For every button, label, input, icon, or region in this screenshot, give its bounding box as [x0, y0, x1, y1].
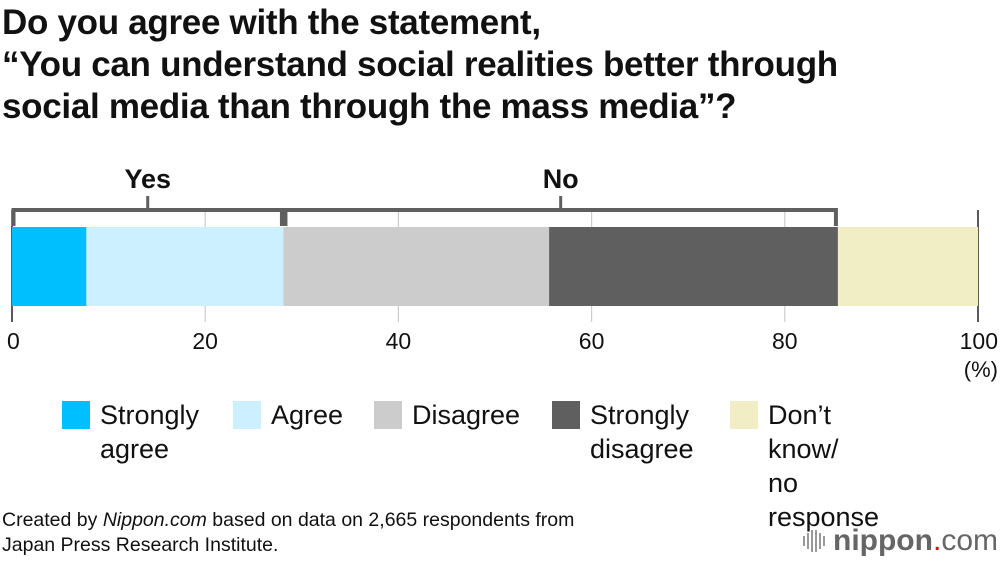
legend-label: Strongly disagree: [590, 398, 720, 466]
stacked-bar-chart: Yes No 0 20 40 60 80 100 (%): [7, 164, 998, 382]
bar-segment: [12, 227, 87, 306]
legend-label: Disagree: [412, 398, 542, 432]
x-tick-label: 80: [772, 328, 798, 354]
legend-label: Don’t know/no response: [768, 398, 898, 534]
legend-swatch: [730, 401, 758, 429]
x-tick-label: 40: [386, 328, 412, 354]
logo-name: nippon: [833, 524, 933, 557]
legend-label-line: Strongly: [100, 400, 200, 430]
legend-swatch: [62, 401, 90, 429]
logo-tld: com: [941, 524, 998, 557]
source-site: Nippon.com: [102, 509, 207, 531]
legend-label-line: Disagree: [412, 400, 521, 430]
source-rest: based on data on 2,665 respondents from: [206, 509, 575, 531]
x-tick-label: 0: [7, 328, 20, 354]
x-tick-label: 100: [960, 328, 998, 354]
legend-item: Disagree: [374, 398, 542, 432]
logo-dot: .: [932, 524, 942, 557]
chart-title: Do you agree with the statement, “You ca…: [2, 2, 838, 128]
legend-item: Strongly agree: [62, 398, 230, 466]
legend-item: Agree: [233, 398, 401, 432]
x-tick-label: 60: [579, 328, 605, 354]
group-bracket: [11, 208, 284, 226]
bar-segment: [86, 227, 284, 306]
x-unit-label: (%): [964, 357, 998, 382]
legend-label: Agree: [271, 398, 401, 432]
legend-swatch: [374, 401, 402, 429]
group-bracket: [283, 208, 838, 226]
bar-segment: [283, 227, 550, 306]
legend-swatch: [552, 401, 580, 429]
legend-item: Don’t know/no response: [730, 398, 898, 534]
title-line: “You can understand social realities bet…: [2, 45, 838, 84]
legend-label-line: Don’t know/: [768, 400, 839, 464]
legend-swatch: [233, 401, 261, 429]
bar-segment: [549, 227, 838, 306]
legend-label-line: disagree: [590, 434, 694, 464]
legend-label-line: Agree: [271, 400, 344, 430]
title-line: Do you agree with the statement,: [2, 3, 541, 42]
legend-label-line: no response: [768, 468, 880, 532]
source-prefix: Created by: [2, 509, 103, 531]
legend-label-line: Strongly: [590, 400, 690, 430]
bar-segment: [837, 227, 978, 306]
nippon-logo: nippon. com: [803, 524, 998, 558]
title-line: social media than through the mass media…: [2, 87, 737, 126]
legend-label: Strongly agree: [100, 398, 230, 466]
source-note: Created by Nippon.com based on data on 2…: [2, 508, 574, 558]
x-tick-label: 20: [192, 328, 218, 354]
source-line2: Japan Press Research Institute.: [2, 534, 279, 556]
logo-bars-icon: [803, 530, 825, 552]
group-label: No: [543, 164, 579, 194]
legend-item: Strongly disagree: [552, 398, 720, 466]
group-label: Yes: [124, 164, 171, 194]
legend-label-line: agree: [100, 434, 170, 464]
